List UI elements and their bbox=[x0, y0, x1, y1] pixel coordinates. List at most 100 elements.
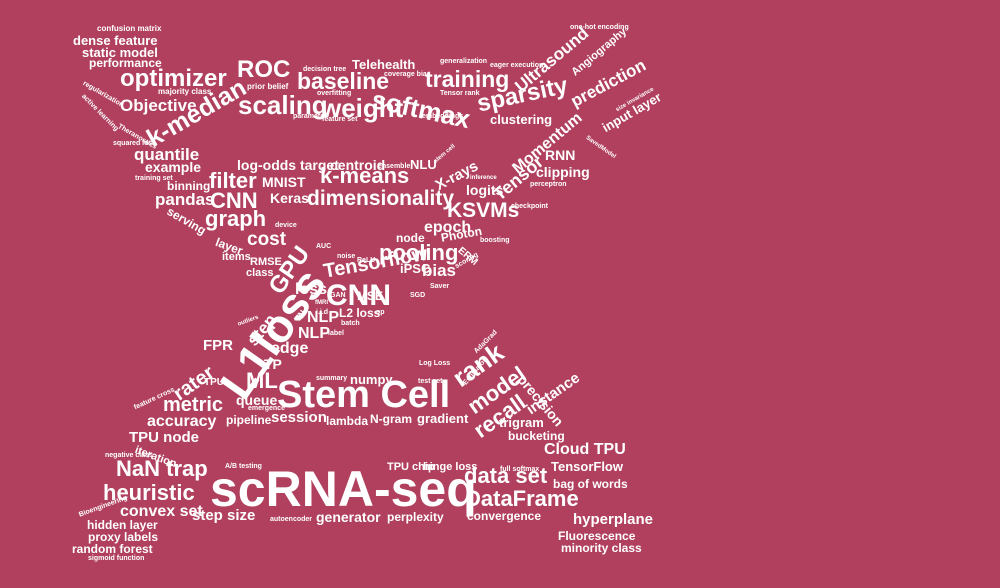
word: minority class bbox=[561, 541, 642, 555]
word: Telehealth bbox=[352, 57, 416, 72]
word: proxy labels bbox=[88, 530, 159, 544]
word: i.i.d bbox=[316, 309, 329, 316]
word: bucketing bbox=[508, 429, 565, 443]
word: binning bbox=[167, 179, 211, 193]
word: example bbox=[145, 159, 202, 175]
word: k-means bbox=[320, 163, 410, 188]
word: clustering bbox=[490, 112, 553, 127]
word: perplexity bbox=[387, 510, 444, 524]
word: training set bbox=[135, 175, 173, 182]
word: autoencoder bbox=[270, 516, 313, 523]
word: Keras bbox=[270, 190, 309, 206]
word: prior belief bbox=[247, 82, 289, 91]
word: ReLU bbox=[357, 257, 376, 264]
word: NLU bbox=[410, 157, 437, 172]
word: TensorFlow bbox=[551, 459, 623, 474]
word: performance bbox=[89, 56, 162, 70]
word: log-odds target bbox=[237, 157, 339, 173]
word: summary bbox=[316, 375, 348, 382]
word: eager execution bbox=[490, 62, 544, 69]
word: embeddings bbox=[422, 113, 464, 120]
word: Stem Cell bbox=[277, 374, 451, 416]
word: CNN bbox=[210, 188, 258, 213]
word: centroid bbox=[330, 157, 386, 173]
word: node bbox=[396, 231, 425, 245]
word: generalization bbox=[440, 58, 488, 65]
word: data set bbox=[464, 463, 548, 488]
word: decision tree bbox=[303, 66, 347, 73]
word: confusion matrix bbox=[97, 24, 162, 33]
word: TP bbox=[264, 356, 282, 372]
word: logits bbox=[466, 182, 504, 198]
word: ML bbox=[246, 368, 278, 393]
word: device bbox=[275, 222, 297, 229]
word: Cloud TPU bbox=[544, 441, 626, 458]
word: AUC bbox=[316, 243, 332, 250]
word: Log Loss bbox=[419, 360, 451, 367]
word: TPU bbox=[204, 377, 224, 388]
word: edge bbox=[271, 340, 309, 357]
word: accuracy bbox=[147, 413, 217, 430]
word: Tensor rank bbox=[440, 90, 480, 97]
word: static model bbox=[82, 45, 158, 60]
word: generator bbox=[316, 509, 381, 525]
word: graph bbox=[205, 206, 267, 231]
word: A/B testing bbox=[225, 463, 262, 470]
word: metric bbox=[163, 394, 224, 416]
word: convergence bbox=[467, 509, 542, 523]
word: scaling bbox=[238, 90, 328, 120]
word: hidden layer bbox=[87, 518, 158, 532]
word: DataFrame bbox=[465, 486, 579, 511]
word: pipeline bbox=[226, 413, 272, 427]
word: Fluorescence bbox=[558, 529, 636, 543]
word: numpy bbox=[350, 372, 393, 387]
word: boosting bbox=[480, 237, 510, 244]
word: weight bbox=[321, 93, 404, 123]
word: input layer bbox=[599, 89, 664, 136]
word: L2 loss bbox=[339, 306, 381, 320]
word: negative class bbox=[105, 452, 153, 459]
word: stem cell bbox=[433, 143, 457, 165]
word: baseline bbox=[297, 68, 390, 94]
word: pandas bbox=[155, 190, 215, 209]
word: lambda bbox=[326, 414, 369, 428]
word: clipping bbox=[536, 164, 590, 180]
word: noise bbox=[337, 253, 356, 260]
word: training bbox=[425, 66, 510, 92]
word: parameter bbox=[293, 113, 327, 120]
word: random forest bbox=[72, 542, 153, 556]
word: label bbox=[328, 330, 344, 337]
word: FPR bbox=[203, 337, 233, 354]
word: SavedModel bbox=[584, 135, 617, 160]
word: RNN bbox=[545, 147, 576, 163]
word: hinge loss bbox=[423, 461, 478, 473]
word: ROC bbox=[237, 56, 291, 83]
word: loss bbox=[295, 281, 328, 298]
word: TPU chip bbox=[387, 461, 435, 473]
word: squared loss bbox=[113, 140, 157, 147]
word: scRNA-seq bbox=[210, 461, 477, 517]
word: NaN trap bbox=[116, 456, 208, 481]
word: inference bbox=[470, 175, 497, 181]
word: class bbox=[246, 267, 274, 279]
word: batch bbox=[341, 320, 360, 327]
word: gradient bbox=[417, 411, 469, 426]
word: full softmax bbox=[500, 466, 540, 473]
word: queue bbox=[236, 392, 278, 408]
word: coverage bias bbox=[384, 71, 431, 78]
word: iPSC bbox=[400, 261, 431, 276]
word: fMRI bbox=[315, 300, 328, 306]
word: op bbox=[376, 309, 385, 316]
word: N-gram bbox=[370, 412, 413, 426]
word: pooling bbox=[379, 240, 459, 265]
word: quantile bbox=[134, 145, 200, 164]
word: hyperplane bbox=[573, 511, 654, 528]
word: items bbox=[222, 251, 251, 263]
word: Saver bbox=[430, 283, 450, 290]
word: sigmoid function bbox=[88, 555, 145, 562]
word: trigram bbox=[499, 415, 544, 430]
word: test set bbox=[418, 378, 443, 385]
word: checkpoint bbox=[511, 203, 548, 210]
word: MNIST bbox=[262, 174, 306, 190]
word: step size bbox=[192, 507, 256, 524]
